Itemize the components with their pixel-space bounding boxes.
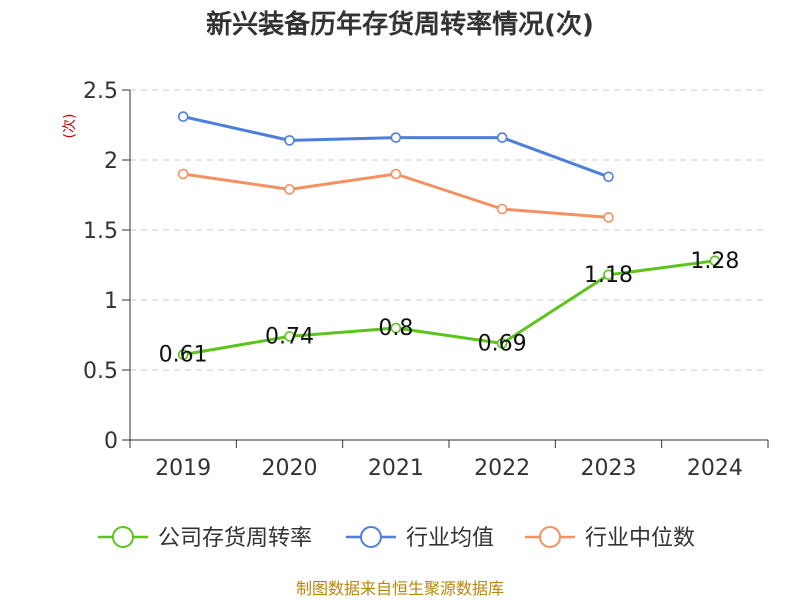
data-point <box>603 269 614 281</box>
legend[interactable]: 公司存货周转率 行业均值 行业中位数 <box>98 526 695 551</box>
legend-item-1[interactable]: 行业均值 <box>346 526 494 551</box>
data-label: 1.28 <box>690 249 739 274</box>
data-point <box>177 168 189 180</box>
gridlines <box>130 89 768 371</box>
y-tick-label: 2 <box>104 149 118 174</box>
x-tick-label: 2020 <box>262 456 318 481</box>
data-label: 0.74 <box>265 324 314 349</box>
data-point <box>284 184 295 195</box>
data-point <box>603 212 614 223</box>
source-note: 制图数据来自恒生聚源数据库 <box>296 579 504 598</box>
legend-label: 行业中位数 <box>585 526 695 551</box>
series-line-2 <box>182 172 609 219</box>
data-point <box>603 171 614 183</box>
y-tick-label: 0 <box>104 429 118 454</box>
data-label: 1.18 <box>584 263 633 288</box>
y-tick-label: 1 <box>104 289 118 314</box>
series-line-1 <box>182 115 610 179</box>
y-axis-unit: (次) <box>62 114 78 139</box>
data-point <box>496 132 508 143</box>
series-line-0 <box>182 259 716 357</box>
legend-item-0[interactable]: 公司存货周转率 <box>98 526 312 551</box>
data-point <box>177 111 189 122</box>
data-label: 0.8 <box>378 316 413 341</box>
legend-marker <box>539 526 561 548</box>
x-tick-label: 2021 <box>368 456 424 481</box>
data-label: 0.61 <box>159 343 208 368</box>
data-label: 0.69 <box>478 331 527 356</box>
data-point <box>496 338 508 349</box>
data-point <box>177 349 189 360</box>
data-point <box>709 255 721 267</box>
x-tick-label: 2023 <box>581 456 637 481</box>
data-point <box>496 203 508 215</box>
legend-marker <box>112 526 134 548</box>
y-tick-label: 1.5 <box>83 219 118 244</box>
data-point <box>284 331 295 342</box>
x-tick-label: 2019 <box>155 456 211 481</box>
y-tick-label: 0.5 <box>83 359 118 384</box>
legend-label: 行业均值 <box>406 526 494 551</box>
data-point <box>390 168 402 180</box>
legend-label: 公司存货周转率 <box>158 526 312 551</box>
x-tick-label: 2024 <box>687 456 743 481</box>
chart-title: 新兴装备历年存货周转率情况(次) <box>206 9 594 40</box>
series-lines <box>177 111 721 360</box>
legend-marker <box>360 526 382 548</box>
axes: 0 0.5 1 1.5 2 2.5 2019 2020 2021 2022 2023 2024 <box>83 79 769 481</box>
y-tick-label: 2.5 <box>83 79 118 104</box>
data-point <box>390 132 402 143</box>
data-labels: 0.61 0.74 0.8 0.69 1.18 1.28 <box>159 249 740 368</box>
data-point <box>390 322 402 334</box>
x-tick-label: 2022 <box>474 456 530 481</box>
legend-item-2[interactable]: 行业中位数 <box>525 526 695 551</box>
data-point <box>284 135 295 146</box>
